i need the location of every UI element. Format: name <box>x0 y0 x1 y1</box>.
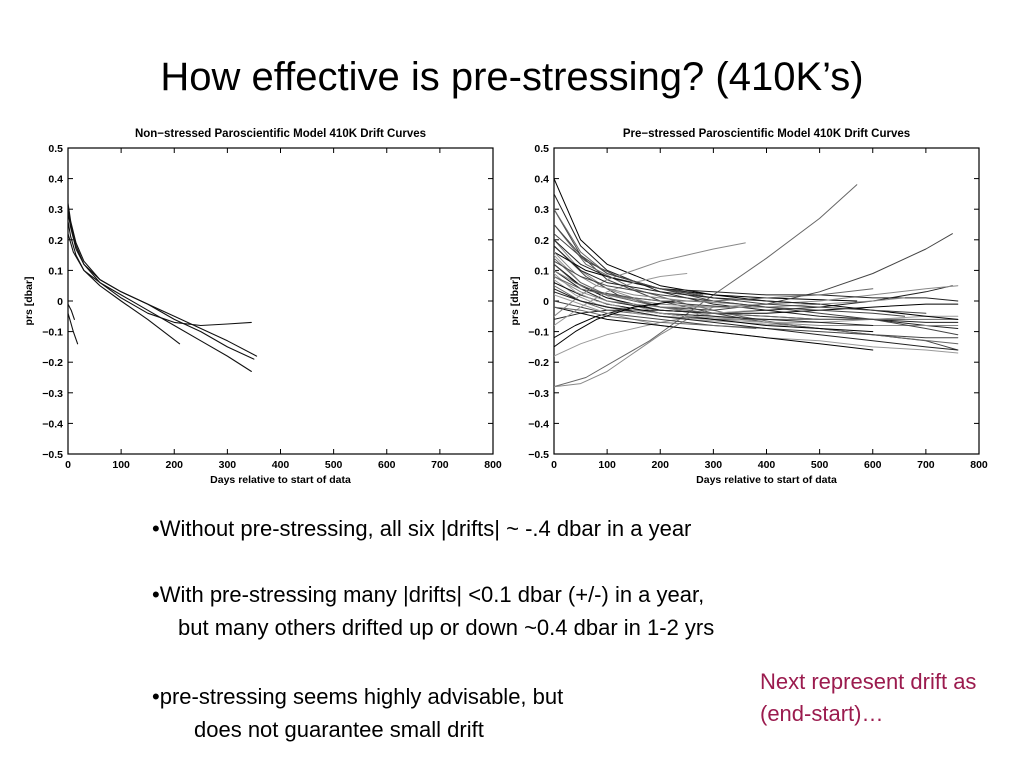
series-line <box>554 300 677 348</box>
y-axis-label: prs [dbar] <box>23 276 35 325</box>
series-line <box>554 251 959 320</box>
chart-svg: Pre−stressed Paroscientific Model 410K D… <box>509 128 988 486</box>
bullet-line: •pre-stressing seems highly advisable, b… <box>152 684 564 709</box>
series-line <box>554 309 757 357</box>
x-tick-label: 100 <box>598 459 616 471</box>
x-tick-label: 0 <box>551 459 557 471</box>
series-line <box>554 276 959 308</box>
y-tick-label: 0.5 <box>48 143 63 155</box>
series-line <box>68 220 181 345</box>
y-tick-label: 0.4 <box>534 174 549 186</box>
series-group <box>554 178 959 388</box>
series-line <box>554 239 959 302</box>
series-line <box>554 276 874 302</box>
x-tick-label: 600 <box>864 459 882 471</box>
y-tick-label: −0.2 <box>42 357 63 369</box>
x-tick-label: 800 <box>970 459 988 471</box>
bullet-item: •Without pre-stressing, all six |drifts|… <box>152 512 691 545</box>
series-line <box>554 184 858 388</box>
chart-title: Non−stressed Paroscientific Model 410K D… <box>135 128 426 140</box>
y-tick-label: 0 <box>543 296 549 308</box>
x-tick-label: 700 <box>917 459 935 471</box>
slide-title: How effective is pre-stressing? (410K’s) <box>160 55 864 99</box>
x-axis-label: Days relative to start of data <box>696 474 837 486</box>
y-tick-label: −0.2 <box>528 357 549 369</box>
chart-pre-stressed: Pre−stressed Paroscientific Model 410K D… <box>504 118 994 490</box>
series-line <box>554 273 741 320</box>
y-tick-label: −0.1 <box>42 327 63 339</box>
series-line <box>554 245 821 305</box>
x-tick-label: 0 <box>65 459 71 471</box>
y-tick-label: 0.1 <box>48 265 63 277</box>
x-tick-label: 500 <box>325 459 343 471</box>
series-line <box>68 303 75 320</box>
bullet-item: •With pre-stressing many |drifts| <0.1 d… <box>152 578 714 644</box>
y-tick-label: −0.4 <box>528 418 549 430</box>
y-tick-label: 0.5 <box>534 143 549 155</box>
x-tick-label: 100 <box>112 459 130 471</box>
bullet-line: does not guarantee small drift <box>194 717 484 742</box>
y-tick-label: −0.5 <box>528 449 549 461</box>
x-tick-label: 800 <box>484 459 502 471</box>
series-line <box>554 260 959 336</box>
y-tick-label: −0.3 <box>42 388 63 400</box>
series-line <box>68 211 252 372</box>
side-note: Next represent drift as (end-start)… <box>760 669 977 726</box>
x-tick-label: 600 <box>378 459 396 471</box>
y-tick-label: −0.4 <box>42 418 63 430</box>
y-axis-label: prs [dbar] <box>509 276 521 325</box>
series-line <box>554 291 959 351</box>
y-tick-label: 0.1 <box>534 265 549 277</box>
bullet-item: •pre-stressing seems highly advisable, b… <box>152 680 563 746</box>
bullet-line: •Without pre-stressing, all six |drifts|… <box>152 516 692 541</box>
x-tick-label: 300 <box>705 459 723 471</box>
x-tick-label: 200 <box>165 459 183 471</box>
y-tick-label: 0.4 <box>48 174 63 186</box>
x-tick-label: 400 <box>758 459 776 471</box>
y-tick-label: 0.2 <box>534 235 549 247</box>
bullet-line: but many others drifted up or down ~0.4 … <box>178 615 715 640</box>
chart-title: Pre−stressed Paroscientific Model 410K D… <box>623 128 910 140</box>
y-tick-label: 0 <box>57 296 63 308</box>
x-tick-label: 400 <box>272 459 290 471</box>
series-line <box>68 312 79 345</box>
x-tick-label: 500 <box>811 459 829 471</box>
series-line <box>554 242 746 317</box>
y-tick-label: −0.1 <box>528 327 549 339</box>
x-tick-label: 700 <box>431 459 449 471</box>
series-group <box>68 202 258 372</box>
x-axis-label: Days relative to start of data <box>210 474 351 486</box>
y-tick-label: −0.5 <box>42 449 63 461</box>
y-tick-label: 0.3 <box>48 204 63 216</box>
x-tick-label: 300 <box>219 459 237 471</box>
x-tick-label: 200 <box>651 459 669 471</box>
y-tick-label: −0.3 <box>528 388 549 400</box>
y-tick-label: 0.3 <box>534 204 549 216</box>
series-line <box>554 306 757 329</box>
series-line <box>68 208 255 360</box>
chart-svg: Non−stressed Paroscientific Model 410K D… <box>23 128 502 486</box>
series-line <box>68 233 252 327</box>
y-tick-label: 0.2 <box>48 235 63 247</box>
series-line <box>554 257 906 320</box>
series-line <box>554 263 730 308</box>
series-line <box>554 251 741 305</box>
chart-non-stressed: Non−stressed Paroscientific Model 410K D… <box>18 118 508 490</box>
series-line <box>554 306 874 351</box>
bullet-line: •With pre-stressing many |drifts| <0.1 d… <box>152 582 705 607</box>
